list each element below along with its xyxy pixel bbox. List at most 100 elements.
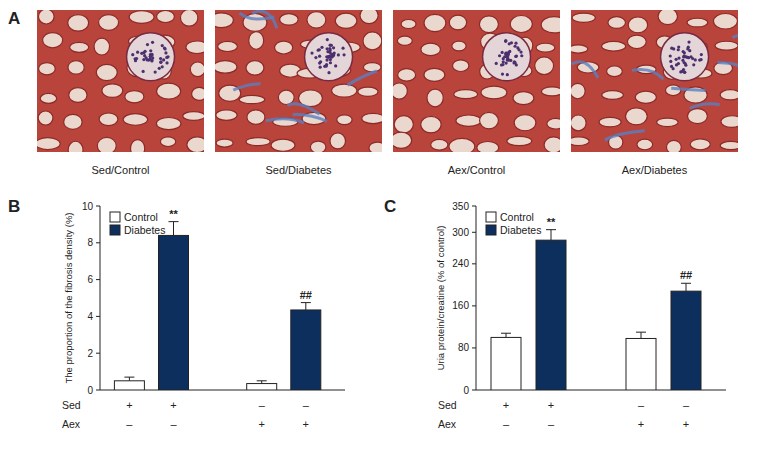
- y-tick-label: 6: [87, 274, 93, 285]
- bar: [671, 291, 701, 390]
- y-axis: [100, 206, 101, 390]
- nucleus: [325, 58, 328, 61]
- tubule-lumen: [187, 137, 204, 152]
- y-tick-label: 0: [463, 385, 469, 396]
- nucleus: [319, 66, 322, 69]
- error-cap: [636, 332, 646, 333]
- nucleus: [342, 53, 345, 56]
- y-axis-label: Uria protein/creatine (% of control): [435, 226, 446, 371]
- factor-level: +: [170, 399, 176, 411]
- nucleus: [149, 49, 152, 52]
- tubule-lumen: [97, 137, 116, 152]
- factor-level: +: [126, 399, 132, 411]
- panel-letter: B: [8, 197, 20, 216]
- tubule-lumen: [215, 61, 237, 74]
- factor-level: +: [638, 418, 644, 430]
- nucleus: [131, 53, 134, 56]
- tubule-lumen: [332, 84, 357, 97]
- y-axis: [476, 206, 477, 390]
- tubule-lumen: [452, 41, 466, 51]
- tubule-lumen: [96, 64, 117, 80]
- nucleus: [332, 46, 335, 49]
- tubule-lumen: [514, 115, 536, 131]
- nucleus: [329, 58, 332, 61]
- tubule-lumen: [369, 142, 382, 152]
- tubule-lumen: [68, 141, 83, 152]
- nucleus: [334, 64, 337, 67]
- tubule-lumen: [363, 63, 381, 72]
- glomerulus: [483, 33, 531, 81]
- error-bar: [173, 222, 174, 236]
- nucleus: [163, 47, 166, 50]
- tubule-lumen: [216, 110, 237, 121]
- tubule-lumen: [280, 14, 299, 25]
- tubule-lumen: [215, 13, 233, 28]
- nucleus: [513, 45, 516, 48]
- nucleus: [318, 55, 321, 58]
- nucleus: [687, 41, 690, 44]
- nucleus: [670, 47, 673, 50]
- tubule-lumen: [513, 92, 534, 105]
- bar: [247, 384, 277, 390]
- nucleus: [165, 61, 168, 64]
- nucleus: [498, 54, 501, 57]
- nucleus: [333, 51, 336, 54]
- factor-level: –: [638, 399, 645, 411]
- factor-label: Aex: [438, 418, 457, 430]
- tubule-lumen: [541, 87, 560, 96]
- error-bar: [305, 303, 306, 310]
- y-tick: [96, 242, 100, 243]
- nucleus: [513, 60, 516, 63]
- factor-level: –: [170, 418, 177, 430]
- bars: [491, 230, 701, 390]
- nucleus: [506, 57, 509, 60]
- significance-mark: ##: [300, 289, 312, 301]
- tubule-lumen: [599, 117, 621, 126]
- tubule-lumen: [456, 115, 482, 126]
- tubule-lumen: [571, 137, 589, 146]
- fibrosis-stain: [240, 13, 275, 19]
- tubule-lumen: [307, 12, 326, 28]
- y-tick: [472, 232, 476, 233]
- bar: [291, 310, 321, 390]
- nucleus: [502, 60, 505, 63]
- fibrosis-stain: [632, 69, 663, 79]
- nucleus: [341, 47, 344, 50]
- tubule-lumen: [715, 41, 738, 50]
- nucleus: [146, 43, 149, 46]
- tubule-lumen: [129, 11, 154, 24]
- tubule-lumen: [541, 17, 560, 33]
- tubule-lumen: [39, 63, 56, 75]
- nucleus: [682, 55, 685, 58]
- tubule-lumen: [70, 42, 89, 52]
- tubule-lumen: [479, 16, 498, 33]
- tubule-lumen: [335, 13, 357, 28]
- nucleus: [328, 47, 331, 50]
- error-cap: [301, 302, 311, 303]
- error-bar: [641, 332, 642, 338]
- nucleus: [326, 38, 329, 41]
- tissue-bg: [571, 10, 738, 152]
- tubule-lumen: [427, 89, 443, 107]
- nucleus: [508, 42, 511, 45]
- legend-label: Diabetes: [500, 224, 541, 236]
- nucleus: [163, 46, 166, 49]
- tubule-lumen: [453, 60, 469, 72]
- nucleus: [675, 63, 678, 66]
- legend-swatch: [486, 225, 496, 235]
- tubule-lumen: [360, 10, 378, 24]
- nucleus: [514, 55, 517, 58]
- nucleus: [683, 71, 686, 74]
- legend-swatch: [110, 212, 120, 222]
- nucleus: [688, 49, 691, 52]
- figure: ASed/ControlSed/DiabetesAex/ControlAex/D…: [0, 0, 780, 456]
- y-tick: [472, 263, 476, 264]
- y-tick-label: 300: [452, 227, 469, 238]
- tubule-lumen: [628, 17, 647, 33]
- glomerulus: [661, 33, 709, 81]
- factor-level: –: [259, 399, 266, 411]
- tubule-lumen: [310, 141, 326, 152]
- nucleus: [134, 59, 137, 62]
- tubule-lumen: [271, 139, 295, 151]
- y-tick-label: 350: [452, 201, 469, 212]
